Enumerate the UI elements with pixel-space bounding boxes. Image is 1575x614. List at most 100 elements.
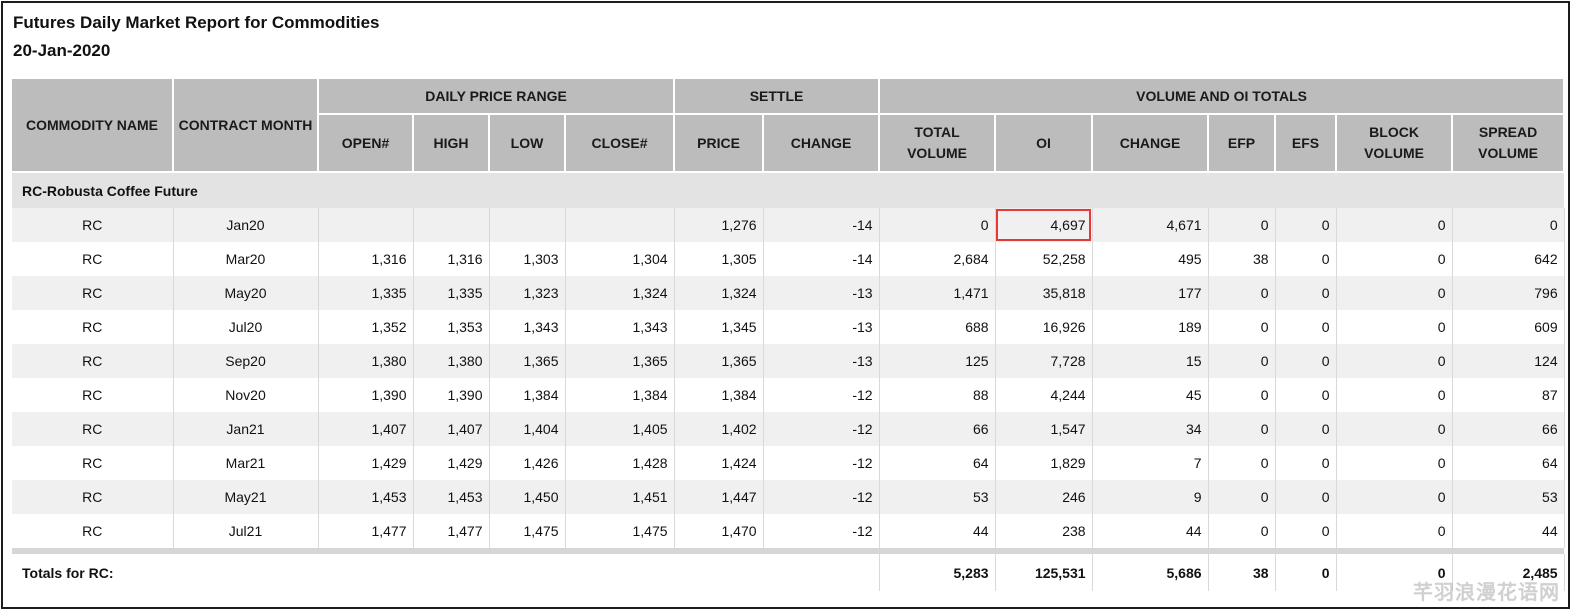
cell-low: 1,343 <box>489 310 566 344</box>
col-total-volume[interactable]: TOTAL VOLUME <box>879 114 997 173</box>
cell-oi-change: 189 <box>1092 310 1209 344</box>
totals-change: 5,686 <box>1092 554 1209 591</box>
cell-contract-month: Sep20 <box>173 344 319 378</box>
cell-efs: 0 <box>1275 310 1337 344</box>
col-oi-change[interactable]: CHANGE <box>1092 114 1210 173</box>
cell-spread-volume: 609 <box>1452 310 1565 344</box>
table-row: RC Nov20 1,390 1,390 1,384 1,384 1,384 -12 88 4,2… <box>12 378 1565 412</box>
cell-low: 1,426 <box>489 446 566 480</box>
cell-change: -13 <box>763 276 880 310</box>
cell-high: 1,353 <box>413 310 490 344</box>
col-efs[interactable]: EFS <box>1275 114 1338 173</box>
cell-high: 1,429 <box>413 446 490 480</box>
cell-low: 1,323 <box>489 276 566 310</box>
cell-block-volume: 0 <box>1336 208 1453 242</box>
header-row-sub: OPEN# HIGH LOW CLOSE# PRICE CHANGE TOTAL… <box>12 114 1566 173</box>
cell-efp: 0 <box>1208 344 1276 378</box>
cell-low: 1,384 <box>489 378 566 412</box>
cell-commodity: RC <box>12 480 174 514</box>
cell-spread-volume: 64 <box>1452 446 1565 480</box>
cell-low <box>489 208 566 242</box>
cell-oi: 4,244 <box>995 378 1093 412</box>
group-daily-price-range: DAILY PRICE RANGE <box>318 79 676 115</box>
cell-close: 1,343 <box>565 310 675 344</box>
cell-efp: 0 <box>1208 446 1276 480</box>
cell-efp: 0 <box>1208 276 1276 310</box>
cell-close: 1,475 <box>565 514 675 548</box>
col-price[interactable]: PRICE <box>674 114 765 173</box>
cell-close: 1,451 <box>565 480 675 514</box>
cell-open: 1,352 <box>318 310 414 344</box>
header-row-top: COMMODITY NAME CONTRACT MONTH DAILY PRIC… <box>12 79 1566 173</box>
cell-contract-month: Nov20 <box>173 378 319 412</box>
cell-price: 1,365 <box>674 344 764 378</box>
cell-low: 1,404 <box>489 412 566 446</box>
table-row: RC Jan20 1,276 -14 0 4,697 4,671 0 0 0 0 <box>12 208 1565 242</box>
col-spread-volume[interactable]: SPREAD VOLUME <box>1452 114 1566 173</box>
cell-commodity: RC <box>12 378 174 412</box>
cell-block-volume: 0 <box>1336 310 1453 344</box>
cell-open: 1,453 <box>318 480 414 514</box>
market-report-table: COMMODITY NAME CONTRACT MONTH DAILY PRIC… <box>12 79 1566 591</box>
group-settle: SETTLE <box>674 79 881 115</box>
col-oi[interactable]: OI <box>995 114 1094 173</box>
table-row: RC Jan21 1,407 1,407 1,404 1,405 1,402 -12 66 1,5… <box>12 412 1565 446</box>
cell-efp: 38 <box>1208 242 1276 276</box>
col-block-volume[interactable]: BLOCK VOLUME <box>1336 114 1454 173</box>
cell-close: 1,304 <box>565 242 675 276</box>
cell-total-volume: 64 <box>879 446 996 480</box>
cell-close: 1,405 <box>565 412 675 446</box>
col-efp[interactable]: EFP <box>1208 114 1277 173</box>
cell-spread-volume: 53 <box>1452 480 1565 514</box>
cell-high: 1,380 <box>413 344 490 378</box>
cell-open: 1,429 <box>318 446 414 480</box>
totals-total-volume: 5,283 <box>879 554 996 591</box>
cell-oi: 52,258 <box>995 242 1093 276</box>
cell-oi-change: 15 <box>1092 344 1209 378</box>
cell-spread-volume: 642 <box>1452 242 1565 276</box>
col-change[interactable]: CHANGE <box>763 114 881 173</box>
cell-commodity: RC <box>12 446 174 480</box>
cell-oi: 246 <box>995 480 1093 514</box>
col-close[interactable]: CLOSE# <box>565 114 676 173</box>
table-row: RC Sep20 1,380 1,380 1,365 1,365 1,365 -13 125 7,… <box>12 344 1565 378</box>
table-row: RC May21 1,453 1,453 1,450 1,451 1,447 -12 53 246… <box>12 480 1565 514</box>
cell-contract-month: Jan21 <box>173 412 319 446</box>
cell-total-volume: 125 <box>879 344 996 378</box>
cell-oi-change: 44 <box>1092 514 1209 548</box>
cell-high: 1,407 <box>413 412 490 446</box>
cell-spread-volume: 66 <box>1452 412 1565 446</box>
col-open[interactable]: OPEN# <box>318 114 414 173</box>
cell-efp: 0 <box>1208 514 1276 548</box>
cell-high: 1,453 <box>413 480 490 514</box>
totals-efs: 0 <box>1275 554 1337 591</box>
col-commodity-name[interactable]: COMMODITY NAME <box>12 79 174 173</box>
cell-total-volume: 53 <box>879 480 996 514</box>
cell-oi-change: 177 <box>1092 276 1209 310</box>
cell-spread-volume: 796 <box>1452 276 1565 310</box>
cell-price: 1,305 <box>674 242 764 276</box>
col-high[interactable]: HIGH <box>413 114 490 173</box>
cell-contract-month: Jul21 <box>173 514 319 548</box>
cell-spread-volume: 87 <box>1452 378 1565 412</box>
totals-block-volume: 0 <box>1336 554 1453 591</box>
cell-high: 1,477 <box>413 514 490 548</box>
cell-efp: 0 <box>1208 310 1276 344</box>
group-row: RC-Robusta Coffee Future <box>12 172 1565 208</box>
cell-change: -12 <box>763 378 880 412</box>
cell-change: -12 <box>763 514 880 548</box>
cell-efs: 0 <box>1275 480 1337 514</box>
cell-price: 1,424 <box>674 446 764 480</box>
cell-total-volume: 66 <box>879 412 996 446</box>
cell-oi-change: 495 <box>1092 242 1209 276</box>
cell-oi: 238 <box>995 514 1093 548</box>
cell-high: 1,390 <box>413 378 490 412</box>
cell-block-volume: 0 <box>1336 378 1453 412</box>
col-contract-month[interactable]: CONTRACT MONTH <box>173 79 319 173</box>
cell-close: 1,324 <box>565 276 675 310</box>
cell-efs: 0 <box>1275 344 1337 378</box>
col-low[interactable]: LOW <box>489 114 566 173</box>
cell-total-volume: 44 <box>879 514 996 548</box>
cell-commodity: RC <box>12 344 174 378</box>
